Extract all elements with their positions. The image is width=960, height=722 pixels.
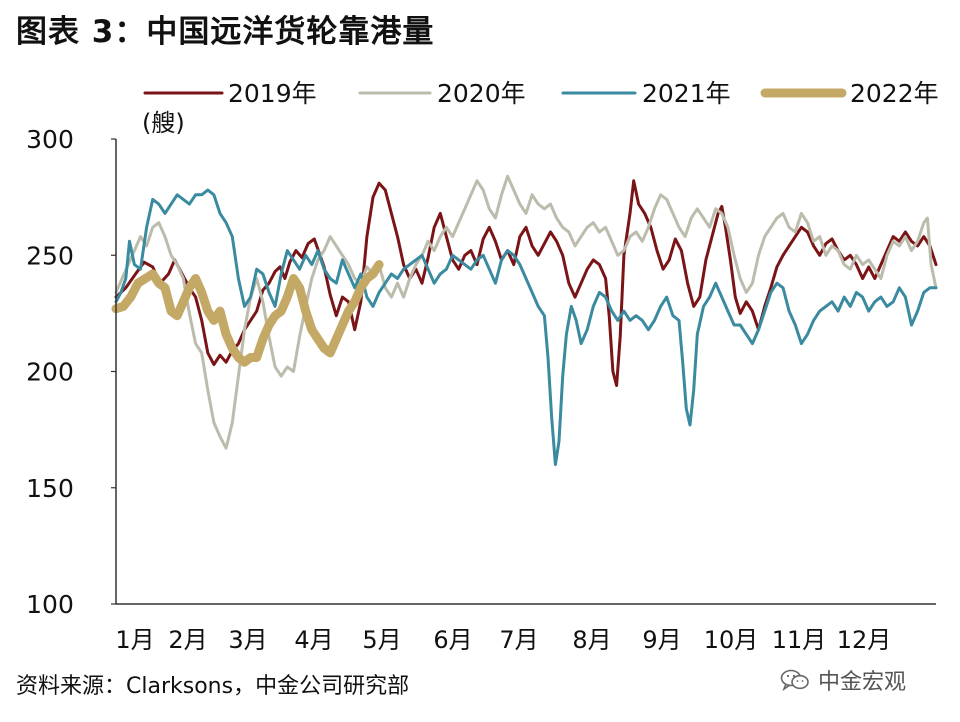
y-tick-label: 150 [26, 474, 74, 503]
chart-title: 图表 3：中国远洋货轮靠港量 [16, 14, 435, 50]
y-tick-label: 300 [26, 125, 74, 154]
legend-label-2019年: 2019年 [228, 79, 317, 108]
source-note: 资料来源：Clarksons，中金公司研究部 [16, 674, 410, 699]
series-line-2019年 [114, 179, 938, 387]
x-tick-label: 11月 [772, 626, 827, 654]
series-layer [111, 174, 938, 466]
x-tick-label: 3月 [228, 626, 267, 654]
x-tick-label: 8月 [572, 626, 611, 654]
legend-label-2020年: 2020年 [437, 79, 526, 108]
x-tick-label: 2月 [168, 626, 207, 654]
y-tick-label: 250 [26, 241, 74, 270]
legend-label-2022年: 2022年 [850, 79, 939, 108]
x-tick-label: 10月 [704, 626, 759, 654]
axes-layer: 100 150 200 250 300 1月 2月 3月 4月 5月 6月 7月 8月 9月 10月 11月 1… [26, 125, 936, 654]
watermark: 中金宏观 [780, 664, 906, 696]
series-line-2021年 [114, 188, 938, 466]
x-tick-label: 7月 [499, 626, 538, 654]
x-tick-label: 4月 [294, 626, 333, 654]
x-tick-label: 9月 [642, 626, 681, 654]
y-axis-label: (艘) [142, 109, 185, 137]
wechat-icon [780, 669, 809, 692]
x-tick-label: 12月 [837, 626, 892, 654]
y-tick-label: 200 [26, 358, 74, 387]
legend-label-2021年: 2021年 [642, 79, 731, 108]
legend: 2019年 2020年 2021年 2022年 [143, 79, 939, 108]
series-line-2022年 [111, 260, 384, 367]
watermark-text: 中金宏观 [818, 670, 907, 695]
x-tick-label: 5月 [362, 626, 401, 654]
x-tick-label: 1月 [115, 626, 154, 654]
series-line-2020年 [114, 174, 938, 450]
x-tick-label: 6月 [433, 626, 472, 654]
y-tick-label: 100 [26, 590, 74, 619]
